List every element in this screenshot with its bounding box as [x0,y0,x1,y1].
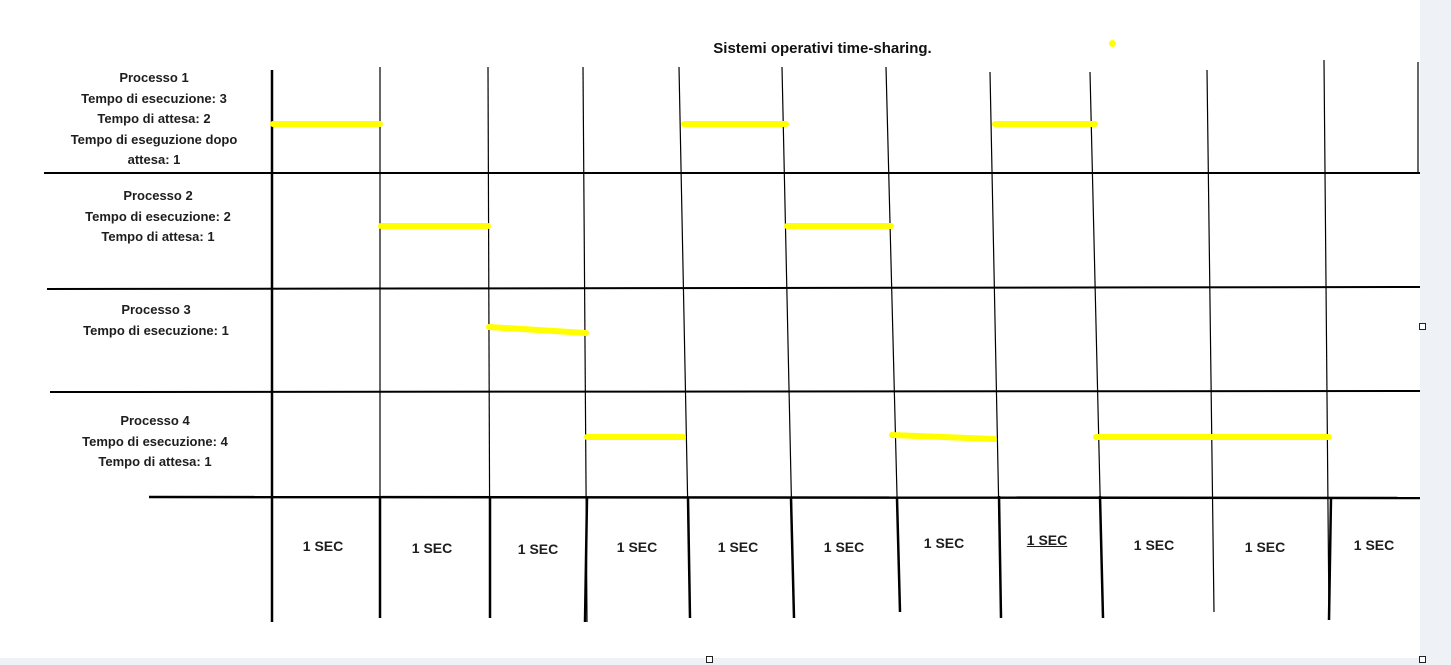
slot-divider [895,497,902,613]
process-4-run-bar [889,432,997,442]
time-slot-label: 1 SEC [1353,537,1395,553]
time-slot-label: 1 SEC [616,539,658,555]
process-2-name: Processo 2 [123,188,193,203]
slot-divider [997,495,1003,619]
time-slot-label: 1 SEC [923,535,965,551]
slot-divider [583,497,589,623]
process-1-name: Processo 1 [119,70,189,85]
resize-handle-right[interactable] [1419,323,1426,330]
slot-divider [1327,497,1333,621]
process-4-label: Processo 4 Tempo di esecuzione: 4 Tempo … [45,411,265,473]
diagram-title: Sistemi operativi time-sharing. [713,40,932,57]
process-3-run-bar [486,324,589,336]
process-1-label: Processo 1 Tempo di esecuzione: 3 Tempo … [44,68,264,171]
process-3-label: Processo 3 Tempo di esecuzione: 1 [46,300,266,341]
resize-handle-bottom[interactable] [706,656,713,663]
row-divider [46,286,1420,290]
process-4-exec-time: Tempo di esecuzione: 4 [82,433,228,449]
time-slot-label: 1 SEC [411,540,453,556]
time-slot-label: 1 SEC [717,539,759,555]
time-slot-label-underlined: 1 SEC [1026,532,1068,548]
resize-handle-corner[interactable] [1419,656,1426,663]
process-2-wait-time: Tempo di attesa: 1 [101,229,215,244]
process-3-name: Processo 3 [121,302,191,317]
process-1-exec-after-wait-value: attesa: 1 [127,152,181,167]
schedule-bars [270,121,1332,442]
canvas-bottom-margin [0,658,1451,665]
row-divider [148,495,1420,500]
column-line [1323,59,1330,621]
stray-highlight-dot [1109,40,1116,47]
row-divider [49,390,1420,393]
time-slot-label: 1 SEC [823,539,865,555]
canvas-right-margin [1420,0,1451,665]
process-1-exec-time: Tempo di esecuzione: 3 [81,90,227,106]
slot-divider [686,497,692,619]
diagram-grid [44,59,1420,623]
time-slot-label: 1 SEC [1244,539,1286,555]
process-2-exec-time: Tempo di esecuzione: 2 [85,208,231,224]
time-slot-label: 1 SEC [1133,537,1175,553]
slot-divider [1098,495,1105,619]
process-1-wait-time: Tempo di attesa: 2 [97,111,211,126]
slot-divider [789,497,796,619]
time-slot-label: 1 SEC [302,538,344,554]
process-4-wait-time: Tempo di attesa: 1 [98,454,212,469]
process-3-exec-time: Tempo di esecuzione: 1 [83,322,229,338]
diagram-canvas: Sistemi operativi time-sharing. Processo… [44,40,1395,557]
process-4-name: Processo 4 [120,413,190,428]
process-2-label: Processo 2 Tempo di esecuzione: 2 Tempo … [48,186,268,248]
process-1-exec-after-wait-label: Tempo di eseguzione dopo [70,131,238,147]
column-line [1206,69,1215,613]
time-slot-label: 1 SEC [517,541,559,557]
